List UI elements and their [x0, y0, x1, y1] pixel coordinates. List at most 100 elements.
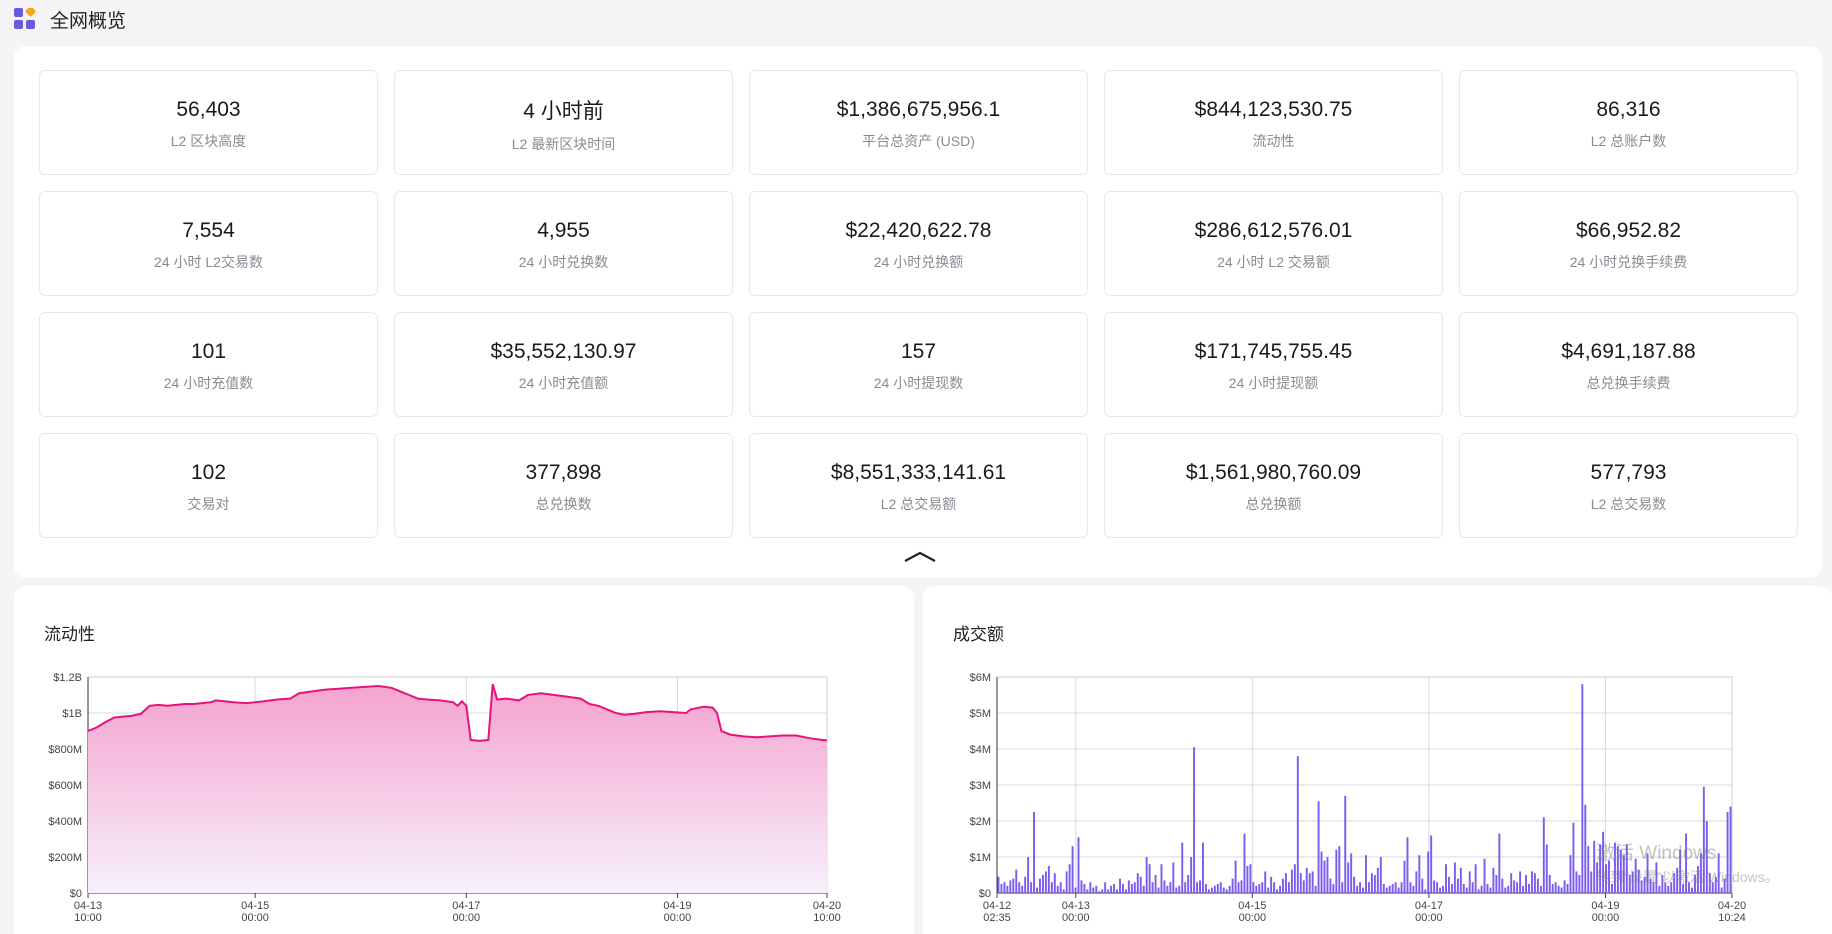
stat-card: $1,561,980,760.09 总兑换额 [1104, 433, 1443, 538]
volume-bar [1572, 822, 1575, 893]
volume-x-tick-label: 00:00 [1062, 912, 1090, 924]
volume-bar [1661, 875, 1664, 893]
volume-bar [1273, 882, 1276, 893]
volume-bar [1554, 882, 1557, 893]
volume-bar [1397, 887, 1400, 893]
liquidity-x-tick-label: 04-19 [663, 900, 691, 912]
volume-bar [1163, 880, 1166, 893]
volume-bar [1462, 884, 1465, 893]
volume-bar [1308, 873, 1311, 893]
volume-bar [1575, 871, 1578, 893]
volume-bar [1231, 878, 1234, 893]
volume-bar [1157, 887, 1160, 893]
volume-bar [1136, 873, 1139, 893]
stat-card: $8,551,333,141.61 L2 总交易额 [749, 433, 1088, 538]
volume-bar [1225, 889, 1228, 893]
stat-label: 24 小时兑换手续费 [1569, 253, 1688, 270]
liquidity-y-tick-label: $600M [48, 780, 82, 792]
volume-bar [1302, 880, 1305, 893]
volume-x-tick-label: 00:00 [1592, 912, 1620, 924]
stat-value: $22,420,622.78 [845, 218, 992, 242]
volume-bar [1172, 862, 1175, 893]
volume-bar [1077, 837, 1080, 893]
volume-bar [1578, 875, 1581, 893]
stat-card: $1,386,675,956.1 平台总资产 (USD) [749, 70, 1088, 175]
volume-bar [1311, 871, 1314, 893]
volume-bar [1237, 882, 1240, 893]
volume-bar [1320, 851, 1323, 893]
volume-bar [1323, 860, 1326, 893]
volume-bar [1616, 846, 1619, 893]
stat-value: 101 [190, 339, 227, 363]
stat-label: 24 小时充值额 [518, 374, 609, 391]
stat-value: $4,691,187.88 [1561, 339, 1696, 363]
volume-bar [1193, 747, 1196, 893]
volume-bar [1548, 875, 1551, 893]
volume-bar [1121, 884, 1124, 893]
volume-y-tick-label: $2M [970, 816, 991, 828]
volume-y-tick-label: $4M [970, 744, 991, 756]
volume-y-tick-label: $5M [970, 708, 991, 720]
stat-value: 7,554 [182, 218, 235, 242]
volume-bar [1382, 884, 1385, 893]
volume-bar [1222, 887, 1225, 893]
volume-bar [1234, 860, 1237, 893]
volume-bar [1688, 882, 1690, 893]
volume-bar [1056, 885, 1059, 893]
volume-bar [1305, 867, 1308, 893]
volume-bar [1696, 866, 1699, 893]
volume-bar [1047, 866, 1050, 893]
volume-bar [1450, 884, 1453, 893]
volume-bar [1160, 864, 1163, 893]
volume-bar [1086, 889, 1089, 893]
liquidity-x-tick-label: 00:00 [241, 912, 269, 924]
volume-bar [1631, 871, 1634, 893]
volume-y-tick-label: $6M [970, 672, 991, 684]
stats-grid: 56,403 L2 区块高度 4 小时前 L2 最新区块时间 $1,386,675,95… [39, 70, 1798, 538]
volume-x-tick-label: 04-17 [1415, 900, 1443, 912]
volume-bar [1184, 882, 1187, 893]
stat-value: $286,612,576.01 [1194, 218, 1353, 242]
chevron-up-icon[interactable] [902, 545, 938, 565]
volume-bar [1293, 864, 1296, 893]
volume-bar [1083, 884, 1086, 893]
volume-bar [1142, 885, 1145, 893]
volume-bar [1104, 882, 1107, 893]
volume-bar [1726, 812, 1729, 893]
volume-bar [1264, 871, 1267, 893]
volume-bar [1228, 885, 1231, 893]
volume-bar [1702, 786, 1705, 893]
stat-card: 56,403 L2 区块高度 [39, 70, 378, 175]
volume-bar [1000, 884, 1003, 893]
volume-bar [1213, 885, 1216, 893]
volume-bar [1436, 882, 1439, 893]
volume-bar [1021, 885, 1024, 893]
stat-label: 24 小时兑换数 [518, 253, 609, 270]
volume-x-tick-label: 10:24 [1718, 912, 1746, 924]
volume-bar [1362, 887, 1364, 893]
windows-activation-watermark: 激活 Windows 转到"设置"以激活 Windows。 [1596, 838, 1779, 887]
volume-bar [1036, 887, 1038, 893]
stat-label: 平台总资产 (USD) [862, 132, 975, 149]
stat-label: 总兑换手续费 [1586, 374, 1671, 391]
liquidity-chart: $0$200M$400M$600M$800M$1B$1.2B04-1310:00… [48, 672, 841, 924]
volume-bar [1151, 882, 1154, 893]
volume-bar [1483, 858, 1486, 893]
liquidity-x-tick-label: 10:00 [74, 912, 102, 924]
volume-bar [1258, 884, 1261, 893]
volume-bar [1717, 853, 1720, 893]
stat-value: 377,898 [525, 460, 602, 484]
stat-value: 157 [900, 339, 937, 363]
volume-bar [1433, 880, 1436, 893]
volume-bar [1471, 882, 1474, 893]
volume-bar [1599, 844, 1602, 893]
volume-bar [1501, 878, 1504, 893]
volume-bar [1513, 880, 1516, 893]
volume-bar [1545, 844, 1548, 893]
volume-bar [1367, 882, 1370, 893]
volume-bar [1317, 801, 1320, 893]
liquidity-y-tick-label: $200M [48, 852, 82, 864]
volume-bar [1569, 855, 1572, 893]
volume-bar [1024, 876, 1027, 893]
volume-bar [1477, 889, 1480, 893]
